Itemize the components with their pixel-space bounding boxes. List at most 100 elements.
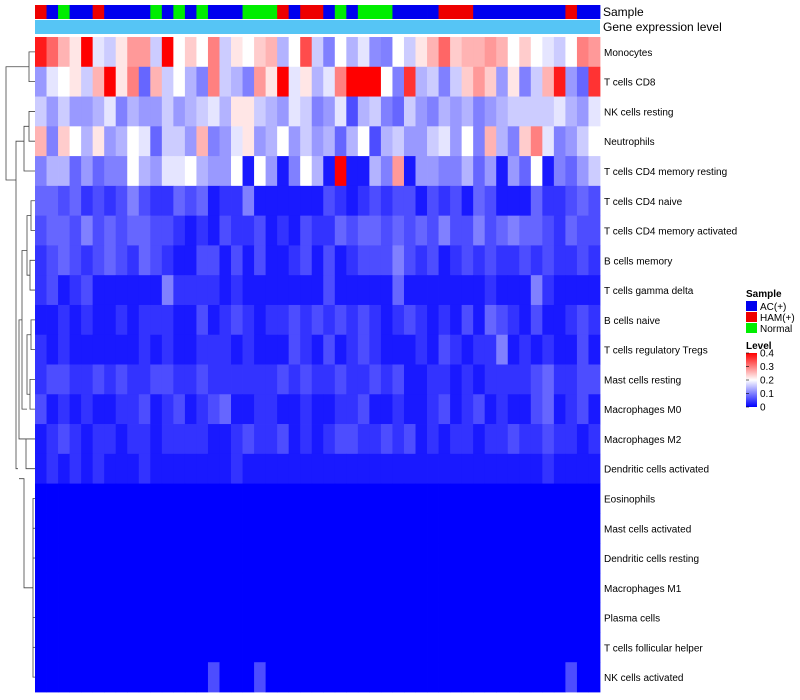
heatmap-cell xyxy=(519,453,532,484)
heatmap-cell xyxy=(380,572,393,604)
heatmap-cell xyxy=(346,602,359,633)
heatmap-cell xyxy=(323,424,336,455)
heatmap-cell xyxy=(323,364,336,395)
heatmap-cell xyxy=(161,364,174,395)
heatmap-cell xyxy=(473,37,486,68)
heatmap-cell xyxy=(496,662,509,693)
heatmap-cell xyxy=(207,156,220,187)
heatmap-cell xyxy=(461,424,474,455)
heatmap-cell xyxy=(473,424,486,455)
heatmap-cell xyxy=(507,245,520,276)
heatmap-cell xyxy=(196,364,209,395)
heatmap-cell xyxy=(553,156,566,187)
heatmap-cell xyxy=(415,245,428,276)
heatmap-cell xyxy=(196,602,209,633)
heatmap-cell xyxy=(427,275,439,306)
heatmap-cell xyxy=(461,334,474,365)
heatmap-cell xyxy=(438,304,451,336)
heatmap-cell xyxy=(542,96,555,127)
heatmap-cell xyxy=(69,572,82,604)
heatmap-cell xyxy=(392,453,405,484)
row-label: Mast cells activated xyxy=(604,524,691,535)
heatmap-cell xyxy=(231,37,243,68)
heatmap-cell xyxy=(565,602,578,633)
heatmap-cell xyxy=(507,513,520,544)
heatmap-cell xyxy=(450,304,463,336)
heatmap-cell xyxy=(265,185,278,217)
heatmap-cell xyxy=(46,96,59,127)
heatmap-cell xyxy=(115,66,128,97)
heatmap-cell xyxy=(484,453,497,484)
heatmap-cell xyxy=(553,66,566,97)
heatmap-cell xyxy=(311,275,324,306)
heatmap-cell xyxy=(311,424,324,455)
sample-annotation-cell xyxy=(438,5,451,19)
heatmap-cell xyxy=(288,483,301,514)
heatmap-cell xyxy=(138,96,151,127)
heatmap-cell xyxy=(427,185,439,217)
dendrogram-branch xyxy=(23,125,35,172)
heatmap-cell xyxy=(115,662,128,693)
heatmap-cell xyxy=(127,304,140,336)
heatmap-cell xyxy=(127,543,140,574)
heatmap-cell xyxy=(81,572,94,604)
heatmap-cell xyxy=(542,156,555,187)
heatmap-cell xyxy=(450,96,463,127)
heatmap-cell xyxy=(519,66,532,97)
heatmap-cell xyxy=(461,126,474,157)
heatmap-cell xyxy=(496,453,509,484)
heatmap-cell xyxy=(588,245,601,276)
heatmap-cell xyxy=(357,394,370,425)
heatmap-cell xyxy=(81,96,94,127)
heatmap-cell xyxy=(115,424,128,455)
heatmap-cell xyxy=(265,483,278,514)
heatmap-cell xyxy=(46,632,59,663)
heatmap-cell xyxy=(450,37,463,68)
heatmap-cell xyxy=(115,334,128,365)
heatmap-cell xyxy=(35,245,47,276)
heatmap-cell xyxy=(231,513,243,544)
heatmap-cell xyxy=(588,543,601,574)
heatmap-cell xyxy=(380,632,393,663)
heatmap-cell xyxy=(219,602,232,633)
heatmap-cell xyxy=(115,572,128,604)
heatmap-cell xyxy=(207,602,220,633)
heatmap-cell xyxy=(346,126,359,157)
heatmap-cell xyxy=(473,543,486,574)
heatmap-cell xyxy=(115,304,128,336)
heatmap-cell xyxy=(415,453,428,484)
heatmap-cell xyxy=(461,245,474,276)
heatmap-cell xyxy=(576,96,589,127)
heatmap-cell xyxy=(46,156,59,187)
heatmap-cell xyxy=(542,245,555,276)
heatmap-cell xyxy=(357,543,370,574)
heatmap-cell xyxy=(92,453,105,484)
heatmap-cell xyxy=(69,424,82,455)
heatmap-cell xyxy=(92,632,105,663)
heatmap-cell xyxy=(254,37,267,68)
heatmap-cell xyxy=(346,453,359,484)
heatmap-cell xyxy=(138,185,151,217)
heatmap-cell xyxy=(438,215,451,246)
heatmap-cell xyxy=(519,543,532,574)
heatmap-cell xyxy=(69,96,82,127)
heatmap-cell xyxy=(553,453,566,484)
heatmap-cell xyxy=(357,156,370,187)
heatmap-cell xyxy=(161,275,174,306)
heatmap-cell xyxy=(115,245,128,276)
heatmap-cell xyxy=(173,513,186,544)
heatmap-cell xyxy=(92,364,105,395)
heatmap-cell xyxy=(58,185,70,217)
row-label: Neutrophils xyxy=(604,137,655,148)
heatmap-cell xyxy=(92,126,105,157)
heatmap-cell xyxy=(196,156,209,187)
heatmap-cell xyxy=(542,513,555,544)
heatmap-cell xyxy=(576,364,589,395)
heatmap-cell xyxy=(323,453,336,484)
heatmap-cell xyxy=(161,96,174,127)
heatmap-cell xyxy=(565,453,578,484)
heatmap-cell xyxy=(415,602,428,633)
heatmap-cell xyxy=(115,543,128,574)
heatmap-cell xyxy=(69,185,82,217)
heatmap-cell xyxy=(565,37,578,68)
